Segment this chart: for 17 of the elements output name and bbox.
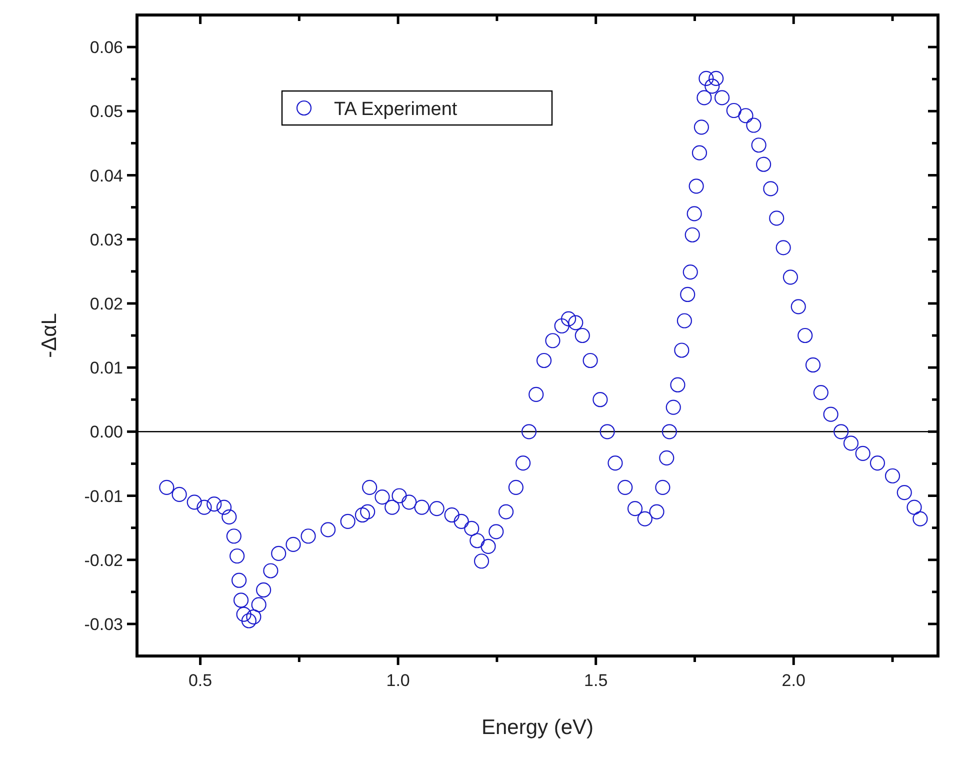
x-axis-title: Energy (eV) [481, 716, 594, 739]
y-axis-title: -ΔαL [38, 313, 61, 358]
y-tick-label: 0.02 [90, 294, 123, 314]
y-tick-label: 0.03 [90, 230, 123, 250]
x-tick-label: 2.0 [782, 671, 806, 690]
y-tick-label: 0.05 [90, 102, 123, 122]
x-tick-label: 0.5 [188, 671, 212, 690]
y-tick-label: 0.06 [90, 38, 123, 58]
y-tick-label: 0.04 [90, 166, 123, 186]
y-tick-label: -0.01 [84, 486, 123, 506]
x-tick-label: 1.0 [386, 671, 410, 690]
y-tick-label: 0.01 [90, 358, 123, 378]
y-tick-label: -0.03 [84, 614, 123, 634]
x-tick-label: 1.5 [584, 671, 608, 690]
y-tick-label: -0.02 [84, 550, 123, 570]
legend-label: TA Experiment [334, 99, 458, 120]
y-tick-label: 0.00 [90, 422, 123, 442]
